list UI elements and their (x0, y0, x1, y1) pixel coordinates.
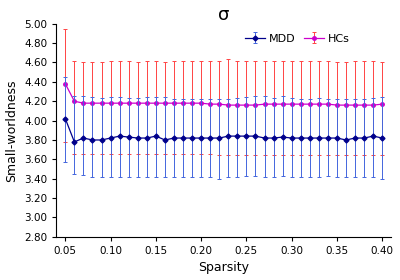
Y-axis label: Small-worldness: Small-worldness (6, 79, 18, 181)
Title: σ: σ (218, 6, 230, 24)
X-axis label: Sparsity: Sparsity (198, 262, 249, 274)
Legend: MDD, HCs: MDD, HCs (241, 29, 354, 48)
